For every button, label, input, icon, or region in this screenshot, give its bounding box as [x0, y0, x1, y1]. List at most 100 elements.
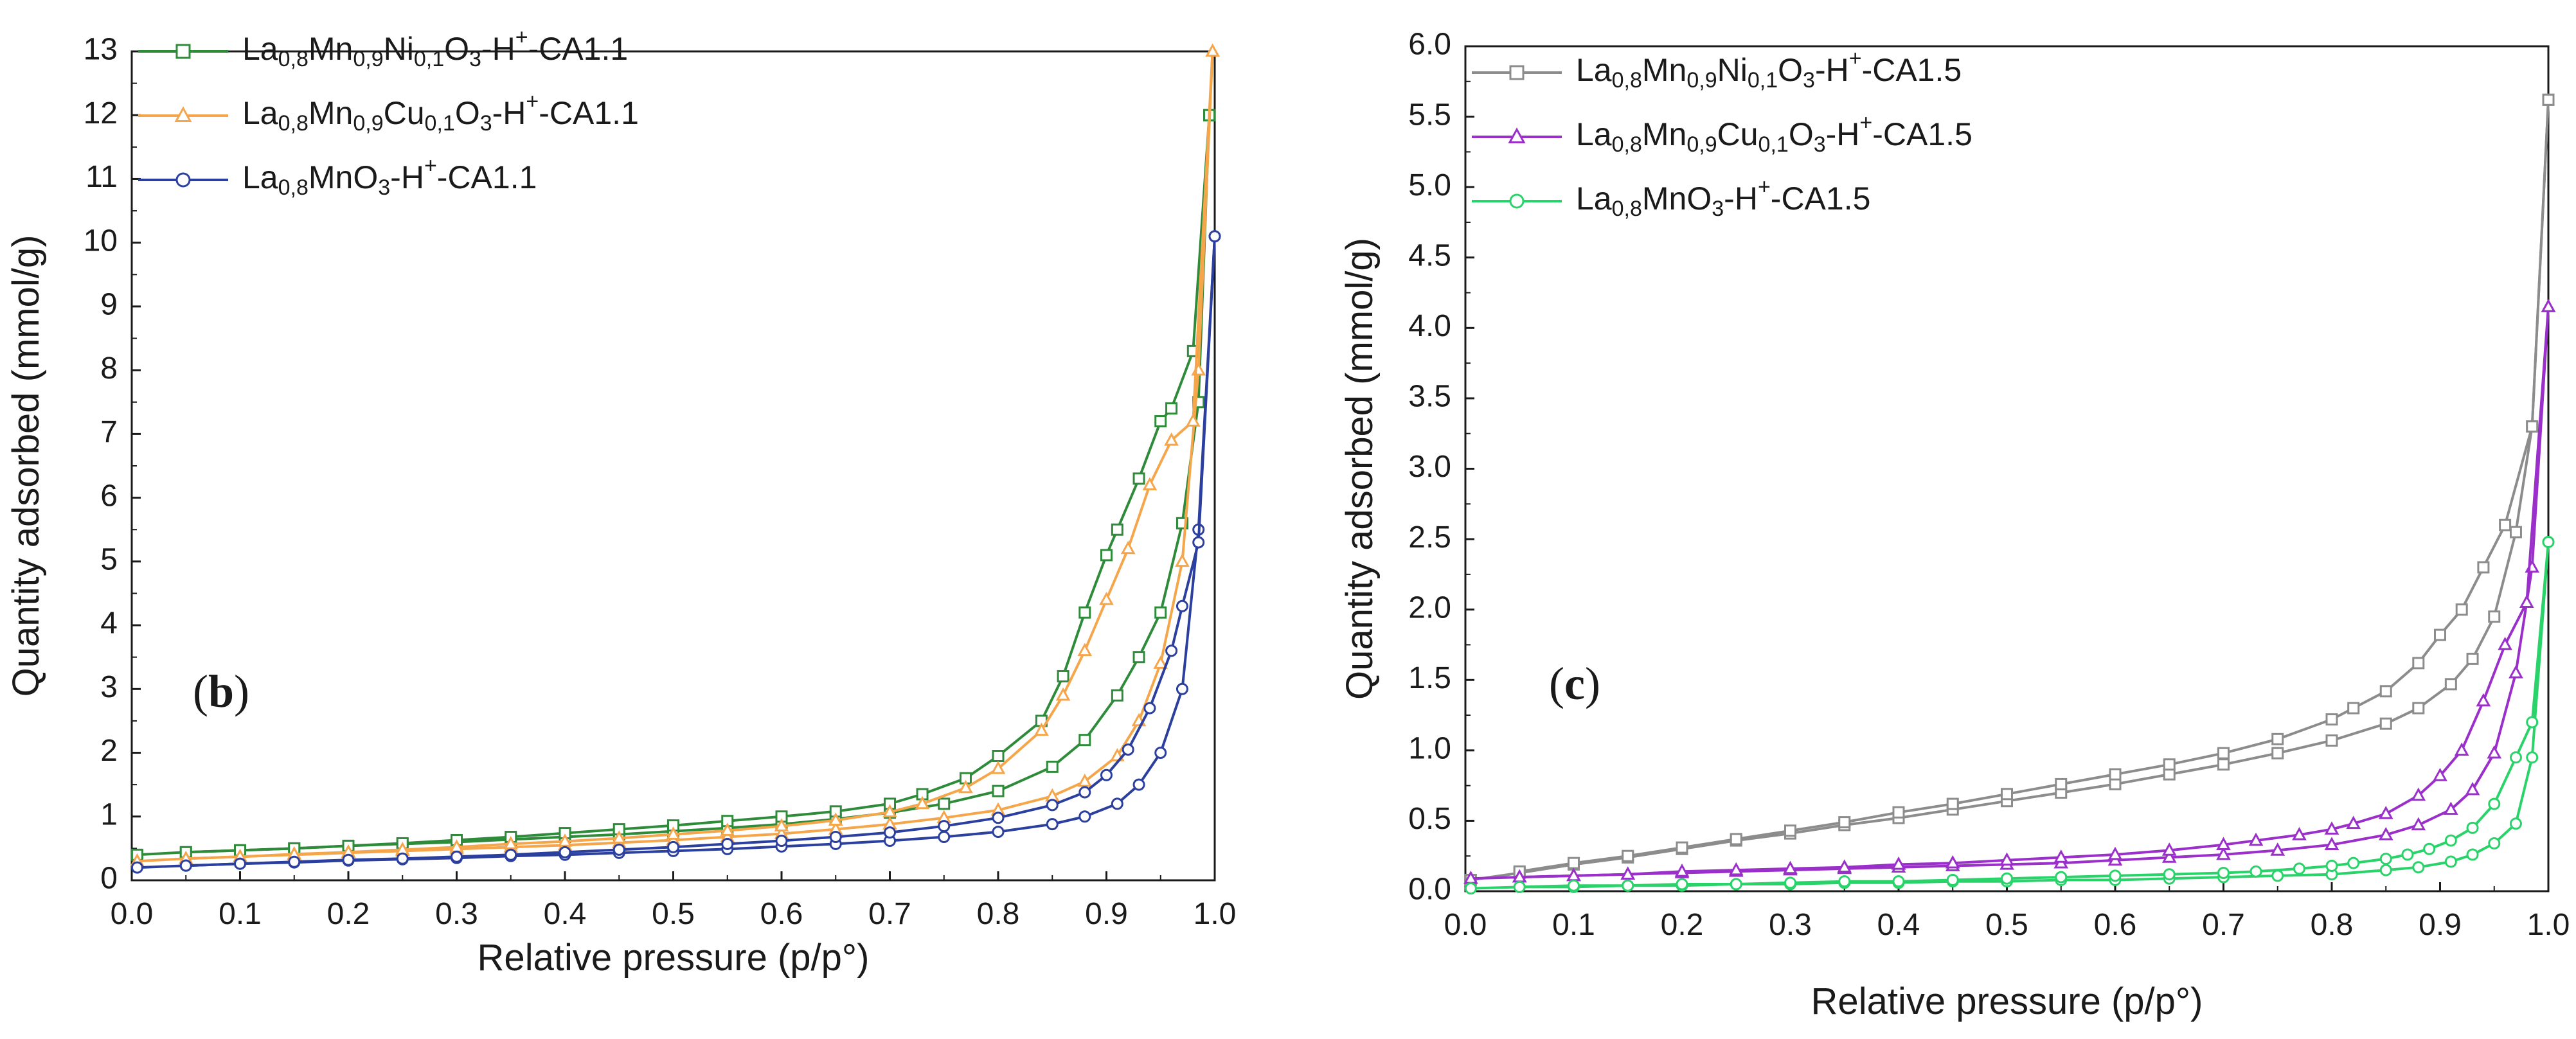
data-point-desorption [1208, 230, 1221, 243]
data-point-desorption [1078, 606, 1091, 619]
data-point-desorption [1034, 722, 1049, 736]
data-point-desorption [2498, 637, 2512, 650]
data-point-desorption [1165, 644, 1178, 657]
data-point-adsorption [130, 861, 143, 874]
y-tick-label: 3.5 [1408, 380, 1451, 414]
data-point-desorption [1164, 432, 1179, 446]
legend-marker [1508, 127, 1526, 143]
data-point-adsorption [2378, 827, 2393, 840]
data-point-adsorption [2509, 526, 2522, 538]
y-axis-title: Quantity adsorbed (mmol/g) [1339, 238, 1381, 700]
data-point-desorption [2379, 853, 2392, 866]
data-point-desorption [342, 853, 355, 866]
data-point-desorption [179, 859, 192, 872]
data-point-desorption [2433, 767, 2447, 781]
data-point-desorption [915, 795, 930, 810]
data-point-desorption [1122, 743, 1134, 756]
data-point-desorption [2509, 751, 2522, 764]
data-point-desorption [1099, 592, 1114, 605]
data-point-desorption [1676, 841, 1688, 854]
data-point-desorption [2526, 420, 2539, 433]
y-tick-label: 0.5 [1408, 802, 1451, 836]
data-point-desorption [1728, 862, 1744, 876]
legend-entry: La0,8Mn0,9Ni0,1O3-H+-CA1.5 [1472, 46, 1962, 93]
y-tick-label: 9 [100, 288, 118, 322]
data-point-desorption [774, 818, 789, 831]
y-tick-label: 8 [100, 351, 118, 386]
data-point-desorption [2217, 747, 2230, 759]
data-point-desorption [1837, 859, 1852, 873]
data-point-desorption [1055, 687, 1071, 701]
legend-label: La0,8MnO3-H+-CA1.1 [242, 154, 537, 200]
data-point-desorption [2423, 842, 2436, 855]
data-point-adsorption [2161, 849, 2177, 863]
x-tick-label: 0.1 [1552, 908, 1595, 942]
data-point-desorption [2466, 821, 2479, 834]
y-tick-label: 10 [84, 224, 118, 258]
data-point-adsorption [1111, 797, 1123, 810]
data-point-desorption [2055, 777, 2068, 790]
x-tick-label: 0.9 [2419, 908, 2462, 942]
data-point-desorption [1513, 880, 1526, 893]
y-axis-title: Quantity adsorbed (mmol/g) [5, 235, 47, 697]
x-tick-label: 0.5 [652, 897, 695, 931]
data-point-desorption [1622, 879, 1634, 892]
series-1 [130, 43, 1220, 867]
data-point-desorption [505, 848, 517, 861]
x-tick-label: 0.2 [327, 897, 370, 931]
data-point-desorption [2488, 797, 2501, 810]
data-point-desorption [1783, 860, 1798, 875]
data-point-desorption [992, 750, 1005, 762]
data-point-desorption [1784, 824, 1796, 837]
data-point-desorption [2476, 693, 2491, 707]
x-axis-title: Relative pressure (p/p°) [478, 937, 870, 979]
data-point-desorption [1142, 477, 1158, 491]
data-point-desorption [2216, 837, 2231, 850]
data-point-desorption [2455, 603, 2468, 616]
y-tick-label: 7 [100, 415, 118, 449]
data-point-desorption [1111, 523, 1123, 536]
data-point-adsorption [2379, 864, 2392, 876]
x-tick-label: 0.6 [760, 897, 803, 931]
y-tick-label: 2.5 [1408, 520, 1451, 555]
data-point-desorption [2347, 857, 2360, 869]
x-tick-label: 0.0 [1444, 908, 1487, 942]
data-point-desorption [2325, 713, 2338, 726]
data-point-desorption [2434, 628, 2446, 641]
y-tick-label: 4.5 [1408, 238, 1451, 272]
y-tick-label: 1 [100, 797, 118, 831]
panel-label: (b) [193, 666, 249, 717]
y-tick-label: 2 [100, 734, 118, 768]
data-point-desorption [2454, 742, 2469, 756]
y-tick-label: 0.0 [1408, 873, 1451, 907]
data-point-adsorption [1077, 773, 1093, 787]
x-tick-label: 0.1 [219, 897, 262, 931]
data-point-adsorption [1176, 682, 1188, 695]
data-point-desorption [1057, 670, 1069, 682]
data-point-adsorption [1175, 553, 1190, 567]
x-tick-label: 0.4 [544, 897, 587, 931]
x-tick-label: 0.0 [111, 897, 154, 931]
data-point-adsorption [2109, 777, 2122, 790]
y-tick-label: 1.0 [1408, 732, 1451, 766]
data-point-desorption [666, 826, 681, 840]
data-point-desorption [1674, 864, 1690, 877]
data-point-adsorption [938, 831, 951, 844]
y-tick-label: 13 [84, 33, 118, 67]
data-point-desorption [1892, 806, 1905, 819]
data-point-desorption [1568, 879, 1580, 892]
y-tick-label: 5.0 [1408, 168, 1451, 202]
y-tick-label: 4 [100, 607, 118, 641]
x-tick-label: 0.6 [2094, 908, 2137, 942]
data-point-desorption [1730, 878, 1742, 891]
series-line-desorption [186, 51, 1214, 860]
data-point-desorption [1078, 786, 1091, 799]
data-point-desorption [1077, 643, 1093, 657]
plot-frame [1464, 45, 2550, 892]
data-point-desorption [775, 834, 788, 847]
data-point-desorption [2378, 806, 2393, 819]
panel-label: (c) [1549, 658, 1600, 709]
y-tick-label: 6.0 [1408, 28, 1451, 62]
data-point-adsorption [2444, 801, 2458, 815]
data-point-desorption [2271, 733, 2284, 745]
